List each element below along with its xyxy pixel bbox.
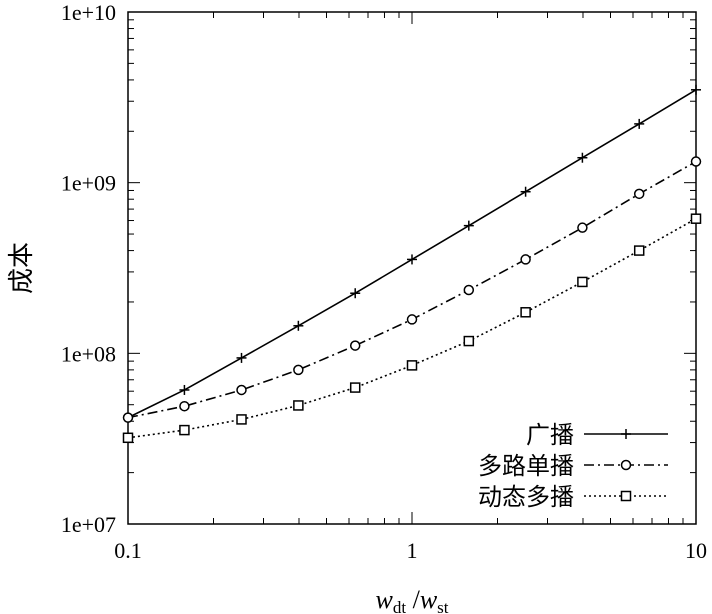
data-point-square-marker [236, 414, 247, 425]
data-point-square-marker [179, 424, 190, 436]
data-point-circle-marker [122, 412, 134, 423]
data-point-circle-marker [520, 254, 531, 265]
series-line [127, 160, 697, 419]
y-tick-label: 1e+10 [61, 0, 116, 25]
plot-frame [127, 11, 697, 525]
data-point-square-marker [349, 382, 361, 393]
data-point-plus-marker [691, 84, 701, 95]
data-point-square-marker [633, 245, 645, 256]
series-1 [123, 84, 701, 423]
x-axis-label-sub1: dt [393, 598, 407, 614]
data-point-plus-marker [350, 288, 361, 299]
data-point-circle-marker [349, 340, 361, 351]
data-point-circle-marker [179, 400, 190, 412]
x-axis-label-separator: / [406, 585, 421, 614]
data-point-circle-marker [690, 156, 702, 167]
y-tick-label: 1e+09 [61, 171, 116, 196]
legend-label: 动态多播 [478, 483, 574, 511]
legend-label: 广播 [526, 421, 574, 449]
y-axis-label: 成本 [7, 242, 37, 294]
data-point-circle-marker [236, 384, 247, 396]
data-point-plus-marker [463, 220, 474, 231]
data-point-circle-marker [633, 188, 645, 200]
data-point-circle-marker [406, 314, 418, 325]
data-point-plus-marker [520, 186, 531, 197]
data-point-plus-marker [407, 254, 417, 265]
x-axis-label-sub2: st [437, 598, 449, 614]
data-point-plus-marker [236, 352, 247, 363]
data-point-square-marker [520, 307, 531, 318]
x-tick-label: 10 [685, 538, 707, 563]
series-3 [122, 213, 702, 444]
y-tick-label: 1e+08 [61, 341, 116, 366]
data-point-square-marker [293, 400, 304, 411]
data-point-square-marker [463, 335, 475, 347]
y-tick-label: 1e+07 [61, 512, 116, 537]
data-point-circle-marker [293, 364, 304, 376]
data-point-plus-marker [577, 152, 588, 163]
legend-circle-marker [620, 459, 632, 471]
legend-square-marker [620, 490, 632, 502]
data-point-plus-marker [179, 384, 190, 395]
data-point-circle-marker [463, 284, 475, 296]
data-point-plus-marker [634, 118, 645, 129]
legend-label: 多路单播 [478, 452, 574, 480]
data-point-square-marker [577, 276, 588, 288]
series-2 [122, 156, 702, 423]
series-line [127, 218, 697, 439]
series-group [122, 84, 702, 444]
x-tick-label: 0.1 [114, 538, 142, 563]
x-axis-label-base2: w [420, 585, 438, 614]
data-point-circle-marker [577, 222, 588, 233]
x-axis-label: wdt /wst [376, 585, 449, 614]
data-point-square-marker [122, 432, 134, 444]
x-axis-label-base1: w [376, 585, 394, 614]
x-tick-label: 1 [407, 538, 418, 563]
axis-ticks: 0.1 1 10 1e+07 1e+08 1e+09 1e+10 [61, 0, 707, 563]
legend-plus-marker [621, 429, 631, 439]
data-point-square-marker [690, 213, 702, 224]
data-point-square-marker [406, 360, 418, 371]
data-point-plus-marker [293, 320, 304, 331]
